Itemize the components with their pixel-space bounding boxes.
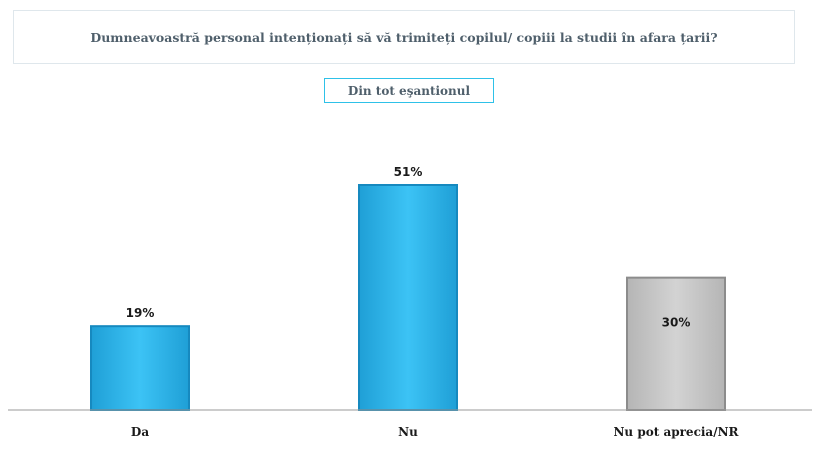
category-label-1: Nu [398,425,418,439]
bar-0 [90,325,190,412]
category-label-0: Da [131,425,149,439]
category-label-2: Nu pot aprecia/NR [613,425,739,439]
bar-1 [358,184,458,411]
chart-title: Dumneavoastră personal intenționați să v… [13,10,795,64]
bar-2 [626,276,726,411]
value-label-2: 30% [662,316,691,330]
value-label-1: 51% [394,165,423,179]
chart-subtitle: Din tot eşantionul [324,78,494,103]
value-label-0: 19% [126,306,155,320]
